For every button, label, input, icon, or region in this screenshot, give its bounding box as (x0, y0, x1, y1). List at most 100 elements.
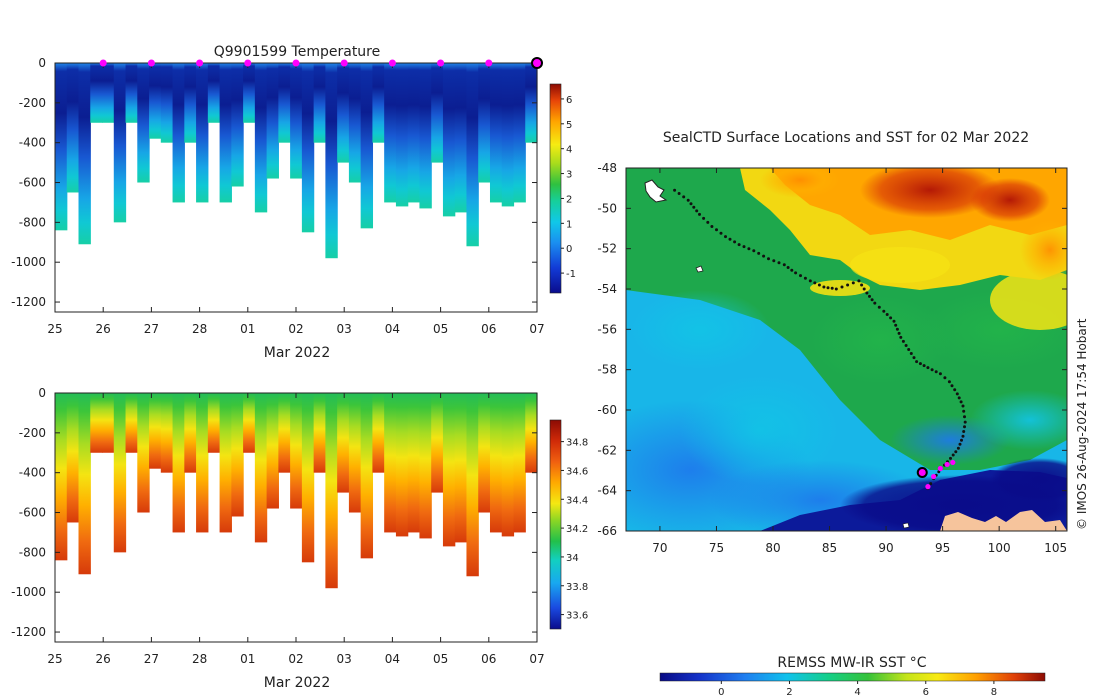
profile-column (196, 393, 209, 533)
profile-column (137, 63, 150, 183)
profile-column (489, 393, 503, 533)
track-point (846, 283, 850, 287)
profile-column (266, 63, 279, 179)
temperature-xlabel: Mar 2022 (264, 345, 331, 361)
track-point (882, 309, 886, 313)
profile-column (454, 63, 468, 213)
x-tick-label: 05 (433, 652, 448, 666)
profile-column (301, 393, 315, 563)
track-point (702, 216, 706, 220)
temperature-profile-markers (99, 57, 543, 69)
y-tick-label: -200 (19, 96, 46, 110)
track-point (724, 235, 727, 239)
y-tick-label: -1200 (11, 295, 46, 309)
x-tick-label: 01 (240, 652, 255, 666)
profile-column (301, 63, 315, 233)
recent-track-point (950, 459, 956, 466)
track-point (733, 240, 737, 244)
profile-column (478, 63, 491, 183)
track-point (777, 261, 781, 265)
track-point (937, 470, 941, 474)
track-point (953, 388, 957, 392)
colorbar-tick-label: 33.8 (566, 582, 588, 593)
profile-date-marker (437, 59, 445, 67)
track-point (955, 392, 959, 396)
current-position-marker (916, 467, 928, 479)
profile-date-marker (99, 59, 107, 67)
timestamp-label: © IMOS 26-Aug-2024 17:54 Hobart (1075, 318, 1089, 530)
profile-column (431, 393, 444, 493)
track-point (695, 209, 699, 213)
sst-colorbar-label: REMSS MW-IR SST °C (777, 655, 926, 671)
track-point (772, 259, 776, 263)
profile-column (454, 393, 468, 543)
profile-column (149, 393, 162, 469)
y-tick-label: -800 (19, 545, 46, 559)
x-tick-label: 02 (288, 652, 303, 666)
profile-column (207, 63, 221, 123)
lat-tick-label: -66 (597, 524, 617, 538)
temperature-y-axis: 0 -200 -400 -600 -800 -1000 -1200 (11, 56, 537, 309)
profile-column (466, 63, 479, 247)
profile-column (407, 63, 421, 203)
profile-column (254, 393, 268, 543)
profile-column (66, 393, 80, 523)
x-tick-label: 28 (192, 322, 207, 336)
colorbar-tick-label: 34.8 (566, 438, 588, 449)
track-point (894, 323, 898, 327)
profile-column (172, 393, 185, 533)
track-point (907, 348, 911, 351)
colorbar-tick-label: 6 (566, 95, 572, 106)
profile-column (66, 63, 80, 193)
colorbar-tick-label: 0 (566, 244, 572, 255)
track-point (959, 400, 963, 404)
lon-tick-label: 90 (878, 541, 893, 555)
track-point (790, 268, 794, 272)
track-point (677, 192, 681, 195)
profile-column (360, 63, 374, 229)
track-point (686, 198, 690, 202)
track-point (909, 352, 913, 355)
track-point (865, 291, 869, 295)
track-point (895, 327, 899, 331)
lat-tick-label: -62 (597, 443, 617, 457)
track-point (926, 366, 930, 370)
colorbar-tick-label: 2 (566, 194, 572, 205)
track-point (889, 316, 893, 320)
track-point (742, 245, 746, 249)
x-tick-label: 02 (288, 322, 303, 336)
profile-column (290, 393, 303, 509)
track-point (892, 319, 896, 323)
track-point (808, 279, 812, 283)
track-point (747, 247, 751, 251)
x-tick-label: 03 (337, 322, 352, 336)
colorbar-tick-label: 34 (566, 553, 579, 564)
profile-column (384, 393, 397, 533)
track-point (698, 212, 701, 216)
lon-tick-label: 70 (652, 541, 667, 555)
salinity-xlabel: Mar 2022 (264, 675, 331, 691)
profile-column (419, 393, 432, 539)
colorbar-tick-label: 4 (566, 145, 572, 156)
colorbar-tick-label: 33.6 (566, 611, 588, 622)
profile-column (78, 393, 91, 575)
track-point (799, 274, 802, 278)
recent-track-point (944, 461, 950, 468)
track-point (885, 313, 889, 316)
x-tick-label: 04 (385, 322, 400, 336)
profile-column (372, 63, 385, 143)
profile-column (102, 393, 115, 453)
track-point (949, 456, 952, 460)
profile-column (466, 393, 479, 577)
track-point (728, 237, 732, 241)
track-point (934, 370, 938, 374)
x-tick-label: 01 (240, 322, 255, 336)
temperature-profiles (55, 63, 538, 259)
colorbar-tick-label: 3 (566, 170, 572, 181)
x-tick-label: 04 (385, 652, 400, 666)
profile-column (501, 63, 515, 207)
y-tick-label: -1000 (11, 255, 46, 269)
profile-column (231, 393, 244, 517)
profile-column (325, 63, 338, 259)
profile-column (442, 393, 456, 547)
